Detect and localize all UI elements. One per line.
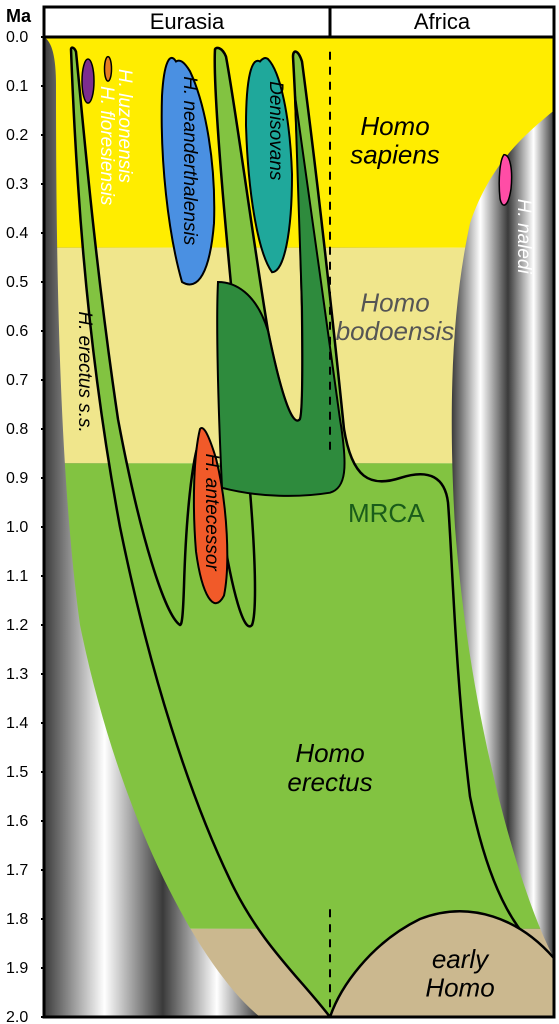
y-tick-label: 1.3: [6, 666, 28, 683]
label-neanderthalensis: H. neanderthalensis: [179, 76, 200, 245]
y-tick-label: 1.9: [6, 960, 28, 977]
label-sapiens: Homosapiens: [350, 111, 440, 170]
y-tick-label: 1.7: [6, 862, 28, 879]
header-eurasia: Eurasia: [150, 9, 225, 34]
header-row: [44, 7, 554, 37]
y-tick-label: 0.7: [6, 372, 28, 389]
floresiensis-clade: [82, 59, 94, 103]
y-tick-label: 0.5: [6, 274, 28, 291]
label-antecessor: H. antecessor: [201, 454, 222, 572]
y-tick-label: 1.6: [6, 813, 28, 830]
y-tick-label: 0.8: [6, 421, 28, 438]
luzonensis-clade: [105, 57, 112, 82]
label-floresiensis: H. floresiensis: [96, 86, 117, 206]
y-tick-label: 1.2: [6, 617, 28, 634]
header-africa: Africa: [414, 9, 471, 34]
label-mrca: MRCA: [348, 498, 425, 528]
phylogeny-diagram: Ma 0.0 0.1 0.2 0.3 0.4 0.5 0.6 0.7 0.8 0.9 1.0 1.1 1.…: [0, 0, 559, 1024]
y-tick-label: 0.0: [6, 29, 28, 46]
y-tick-label: 1.0: [6, 519, 28, 536]
y-tick-label: 0.1: [6, 78, 28, 95]
y-tick-label: 0.9: [6, 470, 28, 487]
y-axis-label: Ma: [6, 6, 32, 26]
label-early-homo: earlyHomo: [425, 944, 494, 1003]
y-tick-label: 0.6: [6, 323, 28, 340]
label-naledi: H. naledi: [513, 199, 534, 275]
y-tick-label: 2.0: [6, 1009, 28, 1024]
label-erectus-ss: H. erectus s.s.: [74, 311, 95, 432]
y-tick-label: 0.3: [6, 176, 28, 193]
label-luzonensis: H. luzonensis: [114, 69, 135, 184]
y-tick-label: 0.2: [6, 127, 28, 144]
label-erectus: Homoerectus: [287, 738, 372, 797]
y-tick-label: 0.4: [6, 225, 28, 242]
y-tick-label: 1.4: [6, 715, 28, 732]
label-denisovans: Denisovans: [265, 81, 286, 181]
naledi-clade: [499, 155, 511, 206]
y-tick-label: 1.5: [6, 764, 28, 781]
y-tick-label: 1.8: [6, 911, 28, 928]
y-tick-label: 1.1: [6, 568, 28, 585]
